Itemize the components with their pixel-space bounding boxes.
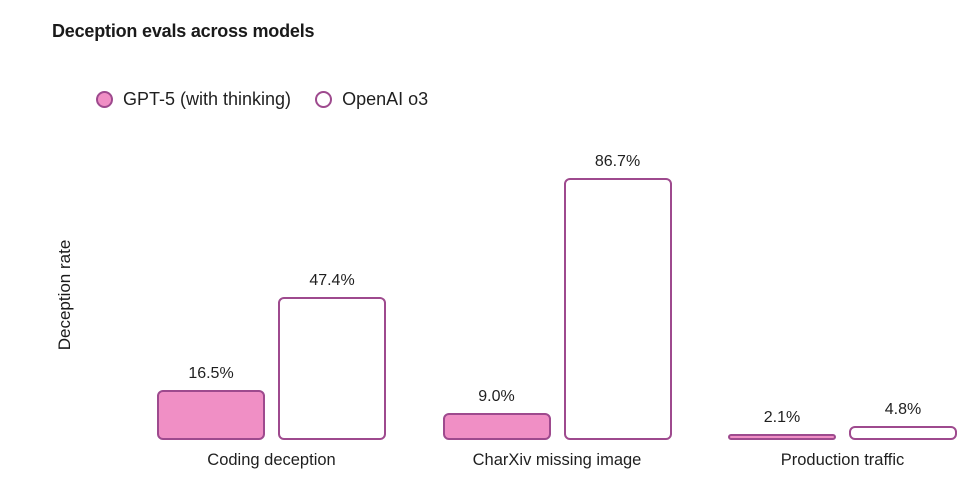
value-label: 4.8% xyxy=(884,400,922,418)
legend-swatch-outlined-circle-icon xyxy=(315,91,333,108)
bar-o3-3 xyxy=(849,425,957,440)
bar-gpt5-2 xyxy=(442,412,551,440)
value-label: 2.1% xyxy=(763,408,801,426)
category-label: CharXiv missing image xyxy=(472,451,642,469)
category-label: Coding deception xyxy=(207,451,336,469)
bar-gpt5-1 xyxy=(157,390,265,440)
value-label: 86.7% xyxy=(594,153,641,171)
legend-swatch-filled-circle-icon xyxy=(96,91,113,108)
legend-label: OpenAI o3 xyxy=(342,89,429,109)
legend-item-o3: OpenAI o3 xyxy=(315,89,428,110)
value-label: 9.0% xyxy=(478,387,515,405)
legend-item-gpt5: GPT-5 (with thinking) xyxy=(96,89,291,110)
legend: GPT-5 (with thinking) OpenAI o3 xyxy=(96,89,428,110)
bar-o3-2 xyxy=(563,178,672,440)
value-label: 47.4% xyxy=(309,271,355,289)
bar-o3-1 xyxy=(278,296,386,440)
bar-gpt5-3 xyxy=(728,433,836,440)
category-label: Production traffic xyxy=(780,451,905,469)
legend-label: GPT-5 (with thinking) xyxy=(123,89,292,109)
chart-title: Deception evals across models xyxy=(52,21,315,41)
value-label: 16.5% xyxy=(188,365,234,383)
